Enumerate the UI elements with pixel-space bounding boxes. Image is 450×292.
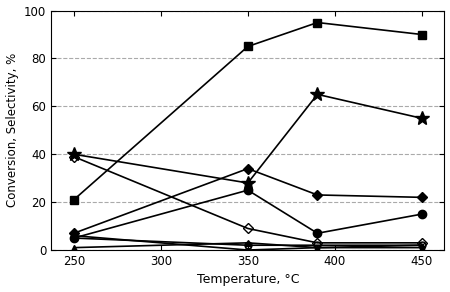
X-axis label: Temperature, °C: Temperature, °C [197,273,299,286]
Y-axis label: Conversion, Selectivity, %: Conversion, Selectivity, % [5,53,18,207]
